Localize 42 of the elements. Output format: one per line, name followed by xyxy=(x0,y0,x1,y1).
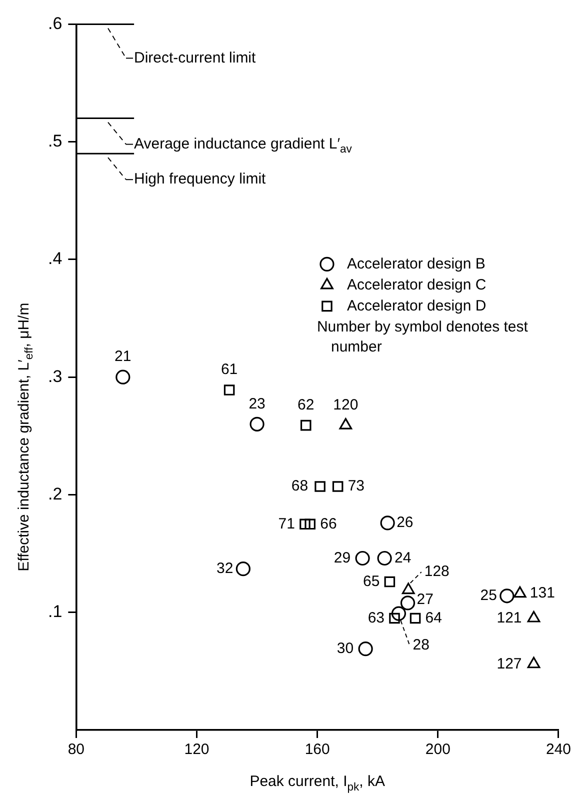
y-tick-label: .4 xyxy=(48,249,62,268)
annotation: 30 xyxy=(336,640,354,657)
annotation: 128 xyxy=(424,563,450,580)
legend-label: Accelerator design D xyxy=(346,297,486,314)
y-tick-label: .6 xyxy=(48,14,62,33)
annotation: 68 xyxy=(291,478,308,495)
annotation: 25 xyxy=(480,587,497,604)
annotation: 21 xyxy=(114,348,132,366)
legend-label: Accelerator design C xyxy=(346,276,486,294)
annotation: 65 xyxy=(362,572,380,590)
annotation: 120 xyxy=(333,396,358,414)
annotation: 66 xyxy=(320,515,337,532)
annotation: Number by symbol denotes test number xyxy=(316,318,529,356)
annotation: 62 xyxy=(298,396,314,414)
x-tick-label: 120 xyxy=(184,741,210,758)
annotation: 121 xyxy=(496,609,522,626)
annotation: 131 xyxy=(530,584,555,602)
x-tick-label: 160 xyxy=(304,741,330,758)
x-tick-label: 200 xyxy=(425,741,450,758)
legend-label: High frequency limit xyxy=(134,170,267,188)
annotation: 28 xyxy=(412,636,430,654)
annotation: 23 xyxy=(248,395,266,412)
annotation: 26 xyxy=(396,514,414,532)
annotation: 64 xyxy=(425,609,442,626)
y-tick-label: .2 xyxy=(48,484,62,504)
annotation: 29 xyxy=(334,549,351,566)
annotation: 61 xyxy=(220,361,238,378)
annotation: 32 xyxy=(216,560,234,577)
y-tick-label: .5 xyxy=(48,132,62,151)
annotation: 63 xyxy=(368,609,385,626)
annotation: 73 xyxy=(348,478,365,495)
y-axis-title: Effective inductance gradient, L′eff, μH/m xyxy=(15,302,36,572)
legend-label: Direct-current limit xyxy=(134,49,257,66)
x-tick-label: 240 xyxy=(546,741,571,758)
annotation: 71 xyxy=(278,515,295,532)
annotation: 127 xyxy=(496,655,522,672)
annotation: 24 xyxy=(394,549,412,566)
y-tick-label: .3 xyxy=(48,366,62,386)
annotation: 27 xyxy=(416,591,434,608)
y-tick-label: .1 xyxy=(48,602,62,622)
x-tick-label: 80 xyxy=(68,741,85,758)
legend-label: Accelerator design B xyxy=(346,255,486,272)
